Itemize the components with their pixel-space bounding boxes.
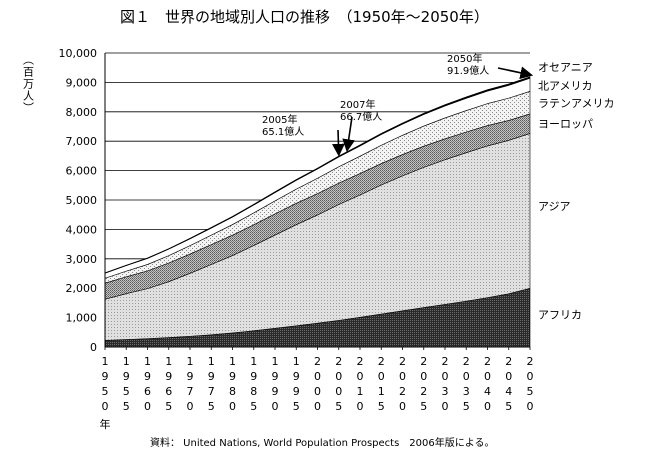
series-label: オセアニア xyxy=(538,61,593,74)
y-tick-label: 5,000 xyxy=(66,194,98,207)
y-tick-label: 8,000 xyxy=(66,106,98,119)
series-label: ラテンアメリカ xyxy=(538,97,614,110)
axes xyxy=(104,53,531,350)
annotation-arrow xyxy=(332,129,345,157)
y-tick-label: 1,000 xyxy=(66,312,98,325)
source-note: 資料： United Nations, World Population Pro… xyxy=(150,436,494,449)
y-axis-label: （百万人） xyxy=(22,54,35,114)
annotation-value: 65.1億人 xyxy=(262,125,304,138)
y-tick-label: 4,000 xyxy=(66,223,98,236)
annotation-year: 2007年 xyxy=(340,98,375,111)
y-tick-label: 6,000 xyxy=(66,165,98,178)
series-label: アフリカ xyxy=(538,309,582,322)
annotation-year: 2050年 xyxy=(447,52,482,65)
y-tick-label: 10,000 xyxy=(59,47,98,60)
annotation-arrow xyxy=(497,66,534,80)
series-label: ヨーロッパ xyxy=(538,118,593,131)
x-unit-label: 年 xyxy=(100,417,111,431)
y-tick-label: 2,000 xyxy=(66,282,98,295)
chart-title: 図１ 世界の地域別人口の推移 （1950年～2050年） xyxy=(120,8,489,26)
y-tick-label: 7,000 xyxy=(66,135,98,148)
y-tick-label: 3,000 xyxy=(66,253,98,266)
annotation-value: 91.9億人 xyxy=(447,64,489,77)
annotation-arrow xyxy=(342,116,355,153)
annotation-value: 66.7億人 xyxy=(340,110,382,123)
series-label: アジア xyxy=(538,200,571,213)
x-tick-labels: 1 9 5 0 1 9 5 5 1 9 6 0 1 9 6 5 1 9 7 0 1 9 7 5 1 9 8 0 1 9 8 5 1 9 9 0 1 9 9 5… xyxy=(100,355,534,431)
stacked-areas xyxy=(104,76,531,348)
annotation-year: 2005年 xyxy=(262,113,297,126)
y-tick-label: 9,000 xyxy=(66,76,98,89)
y-tick-labels: 0 1,000 2,000 3,000 4,000 5,000 6,000 7,000 8,00… xyxy=(59,47,98,354)
series-label: 北アメリカ xyxy=(538,79,592,92)
y-tick-label: 0 xyxy=(90,341,97,354)
